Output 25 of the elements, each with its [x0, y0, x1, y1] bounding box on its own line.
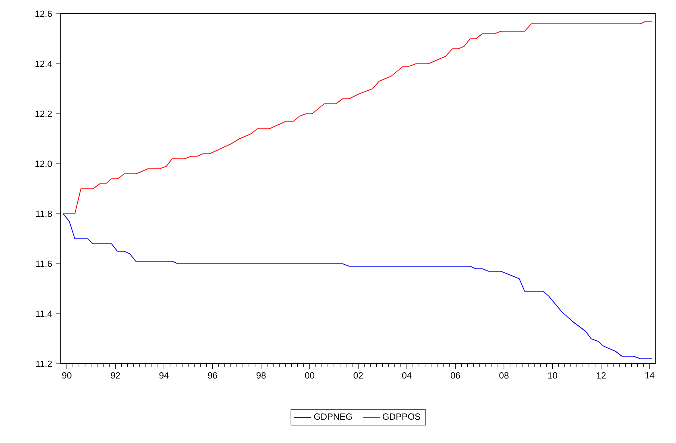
y-tick-label: 11.6 [36, 260, 52, 268]
x-tick-label: 08 [500, 372, 509, 379]
x-tick-label: 96 [208, 372, 218, 379]
y-tick-label: 11.4 [36, 310, 52, 318]
line-series [63, 214, 653, 360]
x-tick-label: 06 [451, 372, 460, 379]
x-tick-label: 98 [256, 372, 266, 379]
line-series [63, 21, 653, 214]
x-tick-label: 00 [305, 372, 315, 379]
x-tick-label: 90 [62, 372, 72, 379]
legend-label: GDPNEG [314, 414, 352, 420]
x-tick-label: 04 [402, 372, 412, 379]
x-tick-label: 92 [111, 372, 120, 379]
y-tick-label: 11.2 [36, 360, 52, 368]
legend-label: GDPPOS [382, 414, 420, 420]
x-tick-label: 10 [548, 372, 558, 379]
x-tick-label: 02 [354, 372, 364, 379]
y-tick-label: 12.4 [36, 60, 52, 68]
y-tick-label: 12.0 [36, 160, 52, 168]
x-tick-label: 14 [646, 372, 655, 379]
y-tick-label: 12.6 [36, 10, 52, 18]
y-tick-label: 11.8 [36, 210, 52, 218]
x-tick-label: 94 [160, 372, 169, 379]
y-tick-label: 12.2 [36, 110, 52, 118]
x-tick-label: 12 [597, 372, 606, 379]
